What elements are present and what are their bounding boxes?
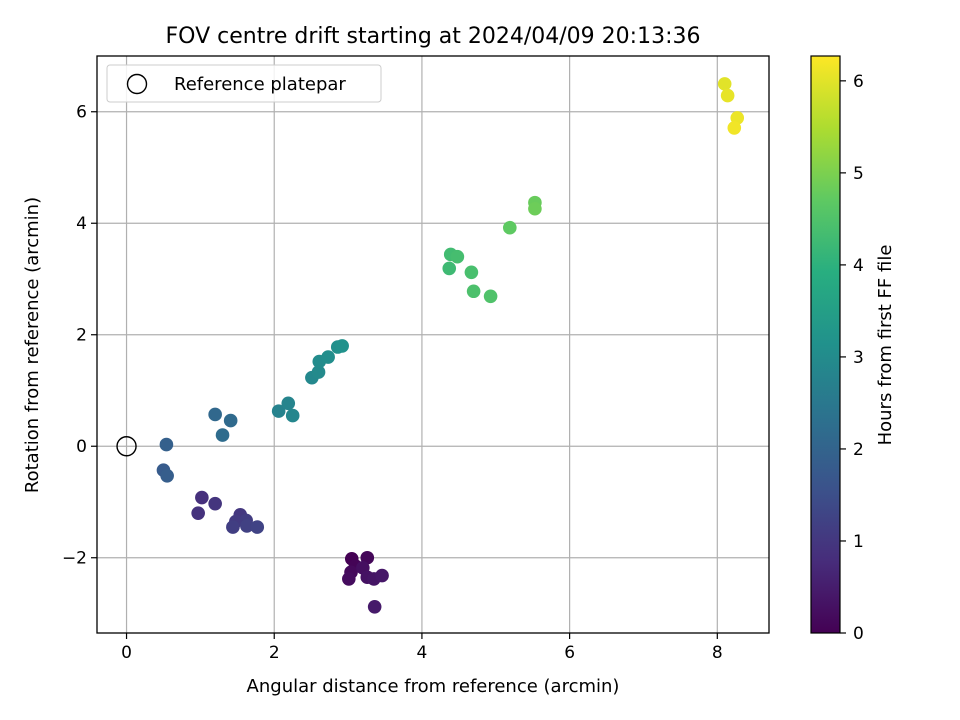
x-tick-label: 4	[417, 643, 428, 663]
colorbar-tick-label: 4	[853, 256, 864, 276]
y-tick-label: 6	[76, 103, 87, 123]
y-tick-label: 2	[76, 326, 87, 346]
data-point	[281, 396, 296, 411]
data-point	[442, 261, 457, 276]
y-tick-label: −2	[62, 549, 87, 569]
data-point	[342, 572, 356, 586]
legend-box	[106, 64, 382, 103]
x-tick-label: 2	[269, 643, 280, 663]
data-point	[450, 249, 465, 264]
data-point	[271, 404, 286, 418]
data-point	[223, 413, 238, 428]
colorbar-tick-label: 3	[853, 348, 864, 368]
data-point	[160, 468, 174, 483]
legend-label-reference: Reference platepar	[174, 74, 346, 95]
colorbar-tick-label: 1	[853, 532, 864, 552]
data-point	[226, 520, 240, 534]
data-point	[321, 350, 335, 364]
data-point	[720, 88, 735, 103]
gridlines	[97, 56, 769, 633]
legend: Reference platepar	[106, 64, 382, 103]
data-point	[727, 121, 742, 135]
data-point	[208, 496, 222, 511]
data-point	[311, 365, 326, 379]
x-tick-label: 8	[712, 643, 723, 663]
colorbar-tick-label: 5	[853, 164, 864, 184]
scatter-points	[116, 77, 745, 614]
chart-title: FOV centre drift starting at 2024/04/09 …	[166, 24, 701, 49]
x-axis-ticks: 0 2 4 6 8	[121, 633, 723, 663]
data-point	[375, 568, 389, 583]
x-tick-label: 6	[564, 643, 575, 663]
colorbar-label: Hours from first FF file	[875, 245, 896, 446]
reference-platepar-marker	[116, 436, 137, 457]
data-point	[159, 437, 174, 452]
x-tick-label: 0	[121, 643, 132, 663]
plot-frame	[96, 55, 770, 634]
colorbar-tick-label: 6	[853, 72, 864, 92]
data-point	[483, 289, 498, 304]
data-point	[250, 520, 265, 534]
data-point	[503, 220, 517, 235]
data-point	[240, 519, 254, 533]
x-axis-label: Angular distance from reference (arcmin)	[247, 676, 620, 697]
data-point	[215, 428, 230, 442]
colorbar-ticks: 0 1 2 3 4 5 6	[840, 72, 864, 644]
data-point	[464, 265, 479, 280]
data-point	[528, 201, 542, 216]
data-point	[335, 339, 349, 353]
data-point	[285, 408, 300, 423]
legend-marker-reference	[126, 73, 148, 95]
data-point	[717, 77, 732, 91]
data-point	[466, 284, 481, 299]
colorbar	[810, 55, 841, 634]
y-axis-label: Rotation from reference (arcmin)	[22, 197, 43, 493]
y-tick-label: 4	[76, 214, 87, 234]
data-point	[191, 506, 205, 520]
data-point	[195, 490, 209, 505]
data-point	[208, 407, 222, 422]
y-tick-label: 0	[76, 437, 87, 457]
colorbar-tick-label: 0	[853, 624, 864, 644]
data-point	[367, 599, 382, 614]
colorbar-tick-label: 2	[853, 440, 864, 460]
y-axis-ticks: −2 0 2 4 6	[62, 103, 97, 569]
